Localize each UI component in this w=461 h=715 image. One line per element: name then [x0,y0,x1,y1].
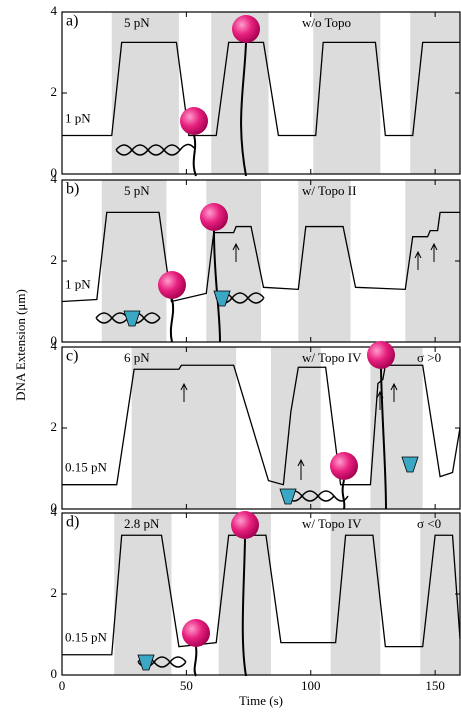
force-low: 0.15 pN [65,460,108,475]
tether [380,368,387,510]
y-tick-label: 2 [51,419,58,434]
arrow-head [430,242,438,251]
force-high: 5 pN [124,15,150,30]
supercoiling: σ <0 [417,516,441,531]
bead [330,452,358,480]
arrow-head [376,390,384,399]
force-low: 0.15 pN [65,630,108,645]
shaded-region [330,513,381,675]
arrow-head [390,382,398,391]
bead [367,341,395,369]
tether [240,42,247,177]
y-tick-label: 0 [51,666,58,681]
y-axis-label: DNA Extension (μm) [13,289,28,401]
y-tick-label: 0 [51,165,58,180]
condition: w/o Topo [302,15,351,30]
force-low: 1 pN [65,111,91,126]
force-high: 5 pN [124,183,150,198]
shaded-region [298,180,351,342]
shaded-region [370,347,423,509]
bead [180,107,208,135]
y-tick-label: 0 [51,500,58,515]
enzyme [279,488,297,505]
arrow-head [232,242,240,251]
bead [231,511,259,539]
force-high: 2.8 pN [124,516,160,531]
shaded-region [114,513,172,675]
panel-label: a) [66,13,78,30]
tether [241,538,247,677]
shaded-region [111,12,179,174]
y-tick-label: 4 [51,504,58,519]
panel-label: d) [66,514,79,531]
shaded-region [270,347,321,509]
y-tick-label: 4 [51,171,58,186]
condition: w/ Topo II [302,183,356,198]
dna-cartoon [115,143,195,156]
shaded-region [405,180,460,342]
trace [61,211,460,303]
x-tick-label: 0 [59,678,66,693]
bead [158,271,186,299]
tether [169,298,175,343]
arrow-head [297,458,305,467]
enzyme [123,310,141,327]
x-tick-label: 100 [301,678,321,693]
y-tick-label: 0 [51,333,58,348]
trace [62,534,461,656]
force-low: 1 pN [65,276,91,291]
shaded-region [131,347,237,509]
panel-label: b) [66,181,79,198]
bead [200,203,228,231]
tether [341,479,346,510]
shaded-region [420,513,460,675]
y-tick-label: 2 [51,84,58,99]
supercoiling: σ >0 [417,350,441,365]
y-tick-label: 4 [51,338,58,353]
y-tick-label: 2 [51,252,58,267]
enzyme [137,654,155,671]
dna-cartoon [285,490,349,502]
panel-label: c) [66,348,78,365]
enzyme [401,456,419,473]
bead [232,15,260,43]
y-tick-label: 4 [51,3,58,18]
x-tick-label: 50 [180,678,193,693]
force-high: 6 pN [124,350,150,365]
bead [182,619,210,647]
enzyme [213,290,231,307]
arrow-head [180,382,188,391]
condition: w/ Topo IV [302,516,362,531]
trace [62,364,461,486]
shaded-region [313,12,381,174]
condition: w/ Topo IV [302,350,362,365]
shaded-region [410,12,460,174]
x-axis-label: Time (s) [239,693,283,708]
tether [193,646,198,677]
x-tick-label: 150 [425,678,445,693]
tether [192,134,197,177]
trace [62,41,460,137]
y-tick-label: 2 [51,585,58,600]
arrow-head [414,250,422,259]
